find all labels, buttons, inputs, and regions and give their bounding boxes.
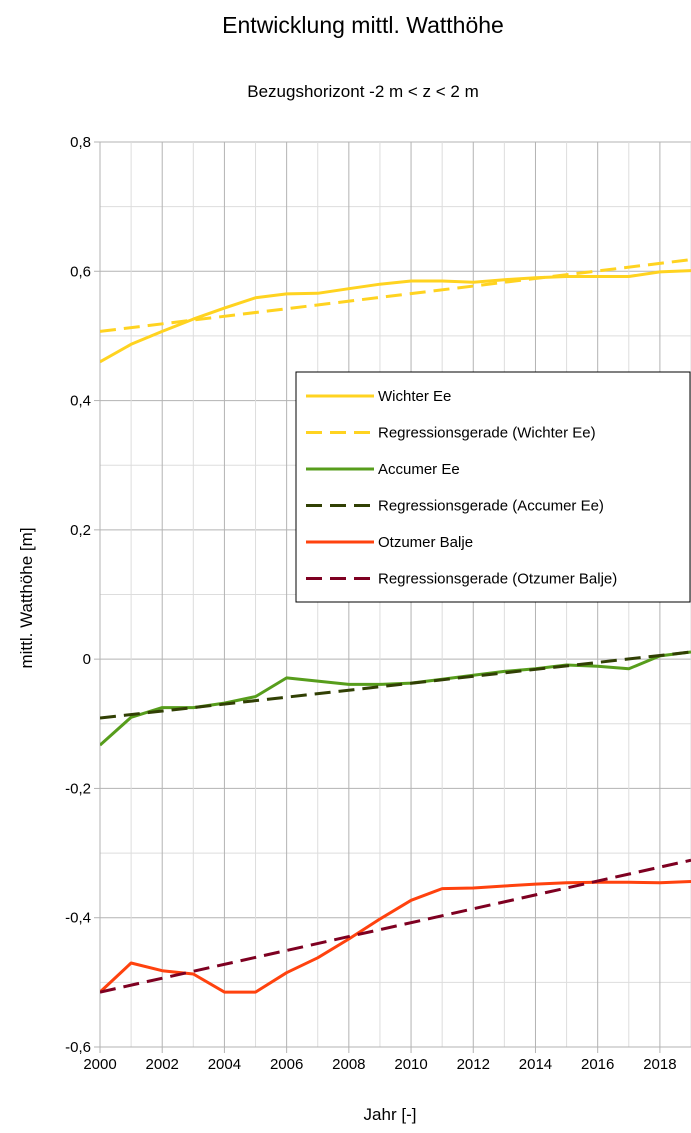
legend-box <box>295 371 691 603</box>
y-tick-labels: -0,6 -0,4 -0,2 0 0,2 0,4 0,6 0,8 <box>65 134 91 1056</box>
y-tick-label: 0,4 <box>70 393 91 410</box>
chart-subtitle: Bezugshorizont -2 m < z < 2 m <box>247 82 479 101</box>
x-tick-label: 2008 <box>332 1056 365 1073</box>
x-tick-label: 2010 <box>394 1056 427 1073</box>
series-line-1 <box>100 258 691 333</box>
legend-label: Regressionsgerade (Wichter Ee) <box>378 425 596 442</box>
legend: Wichter Ee Regressionsgerade (Wichter Ee)… <box>295 371 691 603</box>
series-lines <box>100 258 691 994</box>
x-axis-title: Jahr [-] <box>364 1105 417 1124</box>
legend-label: Otzumer Balje <box>378 534 473 551</box>
legend-label: Regressionsgerade (Otzumer Balje) <box>378 571 617 588</box>
legend-label: Wichter Ee <box>378 388 451 405</box>
series-line-5 <box>100 858 691 994</box>
x-tick-label: 2016 <box>581 1056 614 1073</box>
x-tick-label: 2004 <box>208 1056 241 1073</box>
y-tick-label: -0,2 <box>65 780 91 797</box>
y-axis-title: mittl. Watthöhe [m] <box>17 527 36 668</box>
series-line-3 <box>100 650 691 720</box>
x-tick-label: 2006 <box>270 1056 303 1073</box>
y-tick-label: -0,4 <box>65 910 91 927</box>
y-tick-label: 0,6 <box>70 263 91 280</box>
series-line-0 <box>100 269 691 364</box>
x-tick-label: 2002 <box>146 1056 179 1073</box>
y-tick-label: -0,6 <box>65 1039 91 1056</box>
x-tick-labels: 2000 2002 2004 2006 2008 2010 2012 2014 2016 2018 <box>83 1056 676 1073</box>
axes <box>94 141 691 1053</box>
x-tick-label: 2000 <box>83 1056 116 1073</box>
x-tick-label: 2012 <box>457 1056 490 1073</box>
y-tick-label: 0,8 <box>70 134 91 151</box>
series-line-2 <box>100 650 691 747</box>
x-tick-label: 2014 <box>519 1056 552 1073</box>
chart-title: Entwicklung mittl. Watthöhe <box>222 12 504 38</box>
x-tick-label: 2018 <box>643 1056 676 1073</box>
legend-label: Regressionsgerade (Accumer Ee) <box>378 498 604 515</box>
legend-label: Accumer Ee <box>378 461 460 478</box>
y-tick-label: 0,2 <box>70 522 91 539</box>
series-line-4 <box>100 880 691 994</box>
y-tick-label: 0 <box>83 651 91 668</box>
